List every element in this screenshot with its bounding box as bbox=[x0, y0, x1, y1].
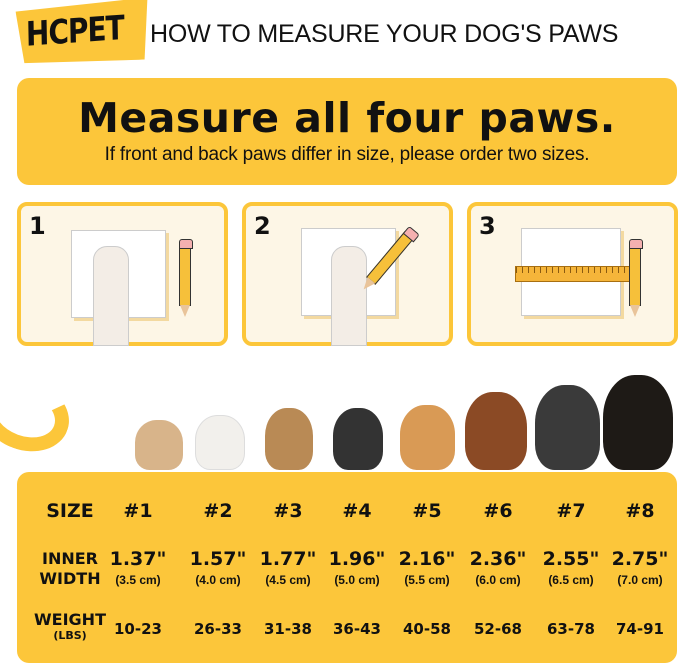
dog-paw-image bbox=[331, 246, 367, 346]
dog-image-1 bbox=[135, 420, 183, 470]
size-number: #6 bbox=[483, 500, 513, 522]
step-card-2: 2 bbox=[242, 202, 453, 346]
inner-width-inch: 1.37" bbox=[109, 548, 167, 570]
weight-range: 10-23 bbox=[114, 620, 162, 638]
size-number: #8 bbox=[625, 500, 655, 522]
banner-heading: Measure all four paws. bbox=[78, 94, 616, 142]
dog-image-3 bbox=[265, 408, 313, 470]
size-number: #1 bbox=[123, 500, 153, 522]
weight-range: 40-58 bbox=[403, 620, 451, 638]
inner-width-inch: 2.36" bbox=[469, 548, 527, 570]
pencil-icon bbox=[179, 239, 193, 317]
inner-width-cm: (5.0 cm) bbox=[334, 573, 380, 587]
inner-width-inch: 1.57" bbox=[189, 548, 247, 570]
dog-image-7 bbox=[535, 385, 600, 470]
decorative-swirl bbox=[0, 366, 80, 464]
weight-range: 52-68 bbox=[474, 620, 522, 638]
weight-range: 74-91 bbox=[616, 620, 664, 638]
inner-width-inch: 2.55" bbox=[542, 548, 600, 570]
step-card-3: 3 bbox=[467, 202, 678, 346]
dog-paw-image bbox=[93, 246, 129, 346]
inner-width-inch: 1.77" bbox=[259, 548, 317, 570]
weight-range: 31-38 bbox=[264, 620, 312, 638]
instruction-banner: Measure all four paws. If front and back… bbox=[17, 78, 677, 185]
inner-width-cm: (4.5 cm) bbox=[265, 573, 311, 587]
step-number: 2 bbox=[254, 212, 271, 240]
inner-width-cm: (6.5 cm) bbox=[548, 573, 594, 587]
size-number: #2 bbox=[203, 500, 233, 522]
banner-subtitle: If front and back paws differ in size, p… bbox=[104, 144, 590, 165]
weight-range: 36-43 bbox=[333, 620, 381, 638]
weight-range: 63-78 bbox=[547, 620, 595, 638]
inner-width-label: INNER WIDTH bbox=[39, 549, 101, 588]
inner-width-inch: 1.96" bbox=[328, 548, 386, 570]
step-number: 1 bbox=[29, 212, 46, 240]
inner-width-cm: (7.0 cm) bbox=[617, 573, 663, 587]
dog-image-6 bbox=[465, 392, 527, 470]
page-title: HOW TO MEASURE YOUR DOG'S PAWS bbox=[150, 20, 619, 48]
dog-image-5 bbox=[400, 405, 455, 470]
inner-width-cm: (5.5 cm) bbox=[404, 573, 450, 587]
size-number: #4 bbox=[342, 500, 372, 522]
size-label: SIZE bbox=[46, 500, 94, 522]
size-number: #7 bbox=[556, 500, 586, 522]
inner-width-cm: (3.5 cm) bbox=[115, 573, 161, 587]
inner-width-cm: (4.0 cm) bbox=[195, 573, 241, 587]
brand-logo: HCPET bbox=[15, 0, 148, 69]
weight-label: WEIGHT (LBS) bbox=[34, 610, 106, 642]
inner-width-cm: (6.0 cm) bbox=[475, 573, 521, 587]
dog-image-4 bbox=[333, 408, 383, 470]
size-number: #5 bbox=[412, 500, 442, 522]
inner-width-inch: 2.16" bbox=[398, 548, 456, 570]
dog-image-8 bbox=[603, 375, 673, 470]
pencil-icon bbox=[629, 239, 643, 317]
inner-width-inch: 2.75" bbox=[611, 548, 669, 570]
size-chart: SIZE INNER WIDTH WEIGHT (LBS) #1 1.37" (3.5 … bbox=[17, 472, 677, 663]
step-card-1: 1 bbox=[17, 202, 228, 346]
dog-image-2 bbox=[195, 415, 245, 470]
size-number: #3 bbox=[273, 500, 303, 522]
step-number: 3 bbox=[479, 212, 496, 240]
weight-range: 26-33 bbox=[194, 620, 242, 638]
ruler-icon bbox=[515, 266, 635, 282]
